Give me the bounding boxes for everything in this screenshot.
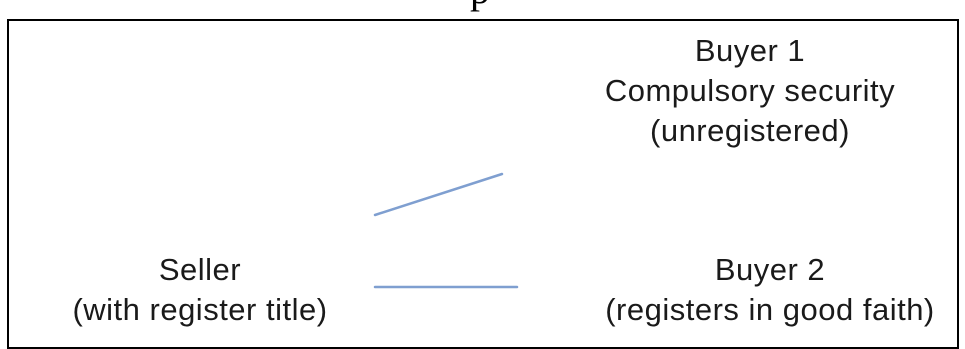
buyer-1-node: Buyer 1 Compulsory security (unregistere… — [570, 31, 930, 151]
buyer-1-status: (unregistered) — [650, 113, 850, 148]
heading-text: p — [470, 0, 490, 12]
buyer-2-title: Buyer 2 — [714, 252, 826, 287]
buyer-1-title: Buyer 1 — [694, 33, 806, 68]
buyer-2-node: Buyer 2 (registers in good faith) — [575, 250, 965, 330]
seller-node: Seller (with register title) — [40, 250, 360, 330]
buyer-2-status: (registers in good faith) — [605, 292, 935, 327]
seller-status: (with register title) — [72, 292, 328, 327]
seller-to-buyer1-connector — [373, 172, 504, 217]
diagram-heading-cropped: p — [200, 0, 760, 10]
connector-lines — [373, 172, 519, 289]
seller-title: Seller — [158, 252, 242, 287]
buyer-1-interest: Compulsory security — [604, 73, 896, 108]
